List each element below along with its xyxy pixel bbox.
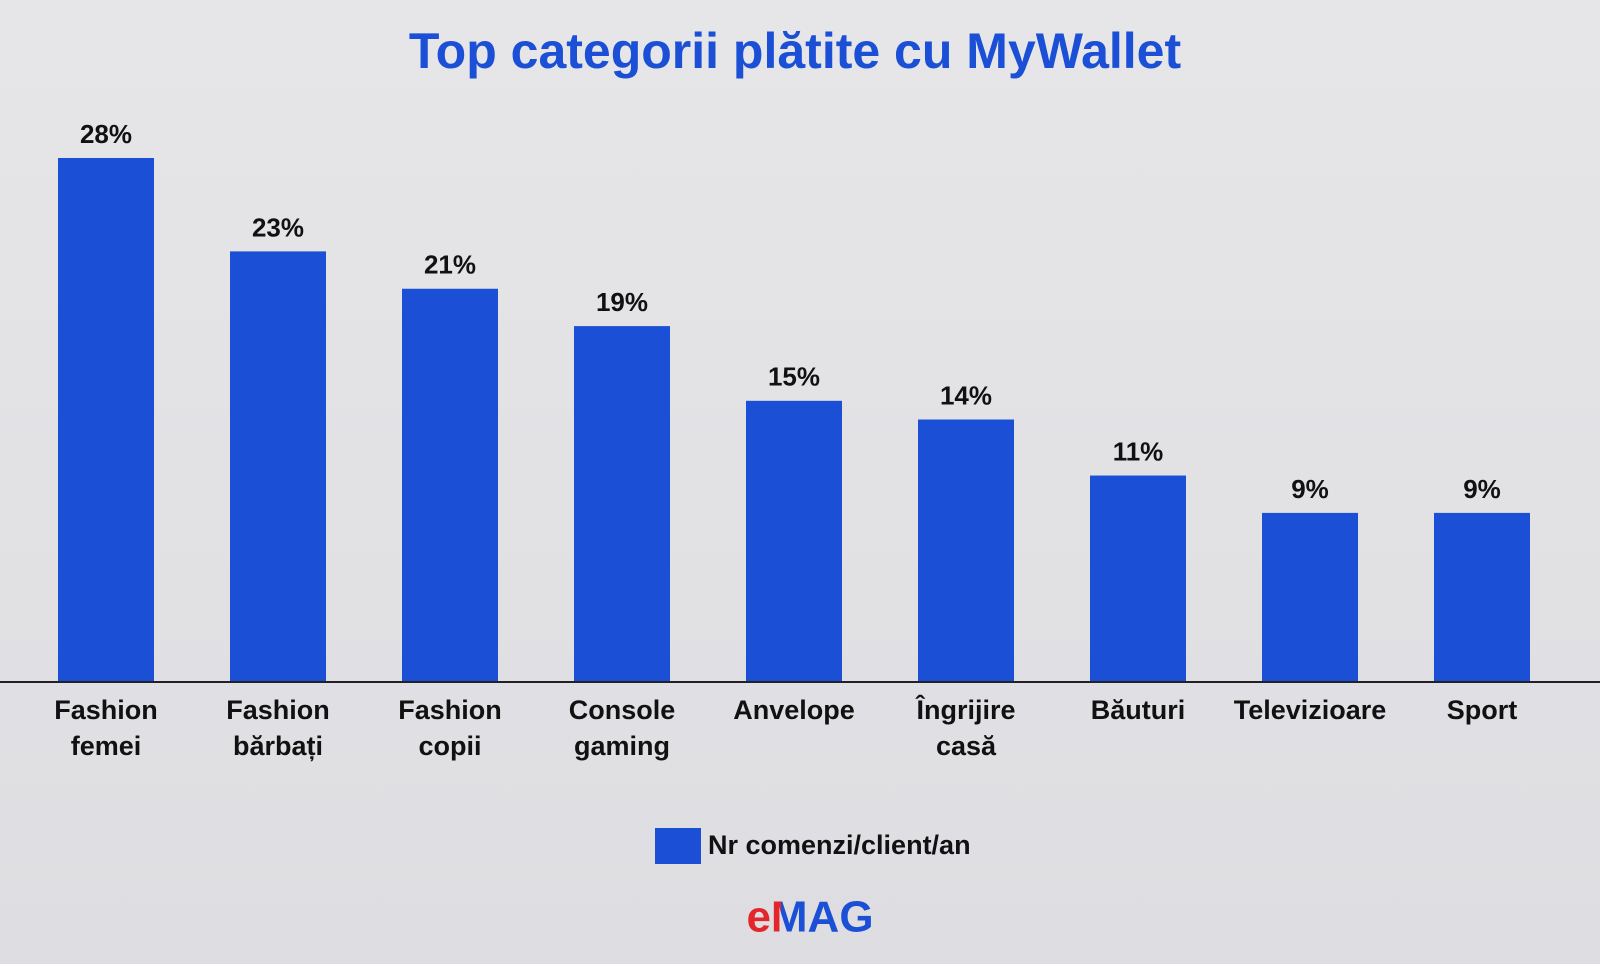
x-tick-label: Anvelope bbox=[733, 695, 855, 725]
logo: eMAG bbox=[746, 893, 873, 942]
legend-label: Nr comenzi/client/an bbox=[708, 830, 971, 860]
value-label: 19% bbox=[596, 287, 648, 317]
value-label: 15% bbox=[768, 362, 820, 392]
value-label: 14% bbox=[940, 380, 992, 410]
value-label: 28% bbox=[80, 119, 132, 149]
x-tick-label: Televizioare bbox=[1233, 695, 1387, 725]
x-tick-label: Fashion femei bbox=[54, 695, 158, 761]
value-label: 9% bbox=[1463, 474, 1501, 504]
value-label: 21% bbox=[424, 250, 476, 280]
legend-swatch bbox=[655, 828, 701, 864]
bar bbox=[746, 400, 842, 681]
x-tick-label: Sport bbox=[1446, 695, 1518, 725]
value-label: 23% bbox=[252, 212, 304, 242]
bar bbox=[1262, 512, 1358, 681]
x-tick-label: Fashion copii bbox=[398, 695, 502, 761]
x-tick-label: Îngrijire casă bbox=[916, 695, 1016, 761]
bar bbox=[230, 251, 326, 681]
bar bbox=[402, 288, 498, 681]
bar bbox=[918, 419, 1014, 681]
x-tick-label: Fashion bărbați bbox=[226, 695, 330, 761]
bar bbox=[58, 158, 154, 681]
bar bbox=[574, 326, 670, 681]
bar bbox=[1434, 512, 1530, 681]
bar bbox=[1090, 475, 1186, 681]
value-label: 11% bbox=[1113, 436, 1164, 466]
x-tick-label: Băuturi bbox=[1090, 695, 1186, 725]
chart-title: Top categorii plătite cu MyWallet bbox=[409, 23, 1182, 79]
x-tick-label: Console gaming bbox=[568, 695, 676, 761]
value-label: 9% bbox=[1291, 474, 1329, 504]
